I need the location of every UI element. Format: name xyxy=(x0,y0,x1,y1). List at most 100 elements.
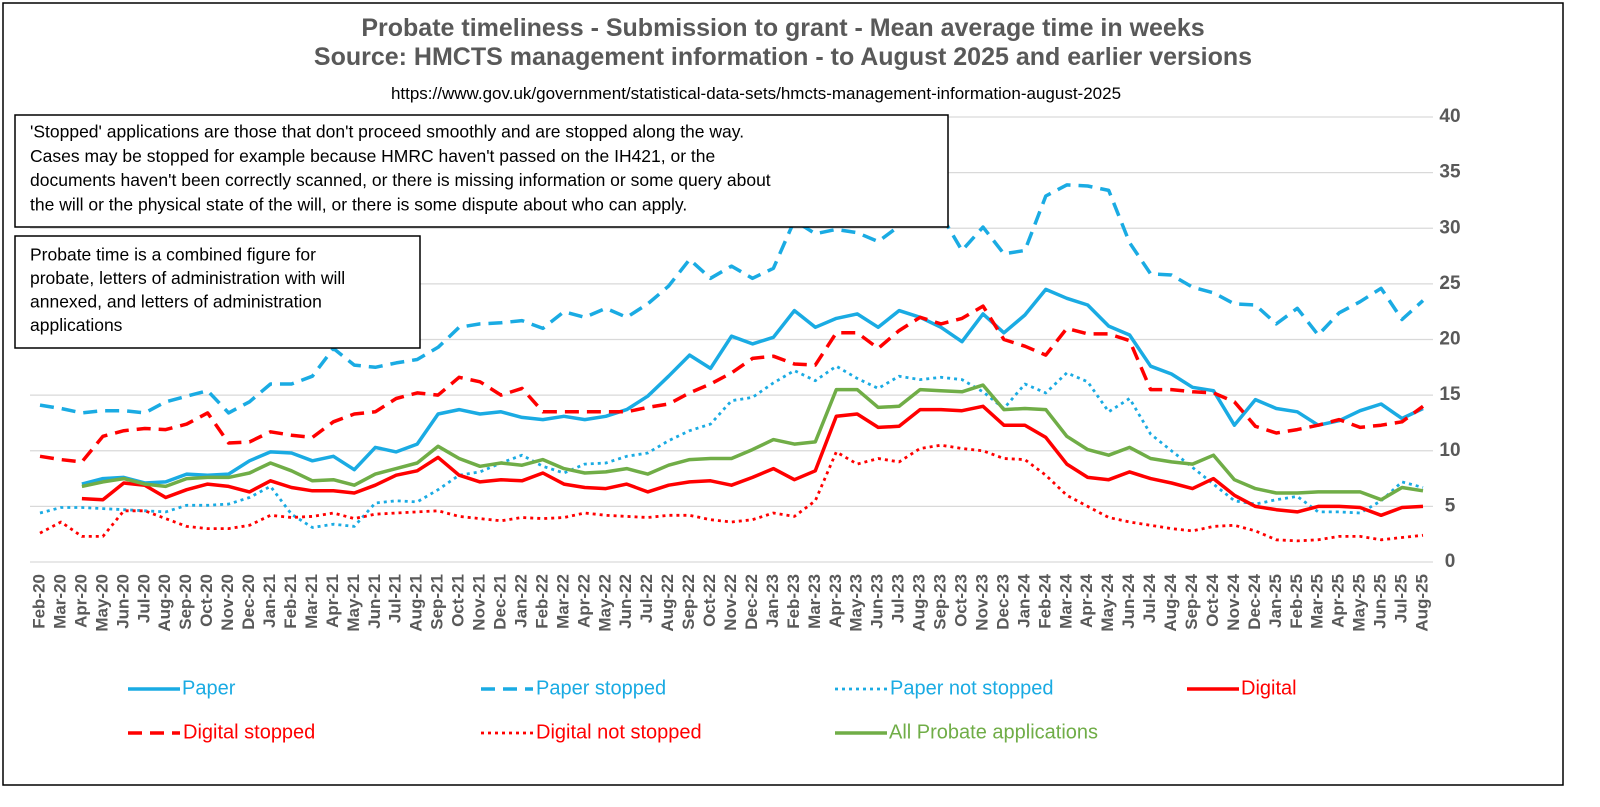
annotation-text: probate, letters of administration with … xyxy=(30,268,345,288)
x-tick-label: Jul-25 xyxy=(1392,574,1411,623)
annotation-box xyxy=(14,235,421,349)
y-tick-label: 0 xyxy=(1445,551,1456,572)
x-tick-label: May-24 xyxy=(1098,573,1117,631)
x-tick-label: Jun-21 xyxy=(365,574,384,629)
x-tick-label: Jul-23 xyxy=(889,574,908,623)
x-tick-label: Nov-24 xyxy=(1224,573,1243,630)
x-tick-label: Feb-24 xyxy=(1035,573,1054,628)
annotation-text: Cases may be stopped for example because… xyxy=(30,146,715,166)
y-tick-label: 10 xyxy=(1439,440,1460,461)
x-tick-label: Sep-22 xyxy=(679,574,698,630)
series-line xyxy=(81,404,1424,518)
x-tick-label: Sep-24 xyxy=(1182,573,1201,629)
x-tick-label: Feb-25 xyxy=(1287,574,1306,629)
x-tick-label: Aug-20 xyxy=(155,574,174,632)
y-tick-label: 15 xyxy=(1439,384,1461,405)
annotations: 'Stopped' applications are those that do… xyxy=(14,114,949,349)
y-tick-label: 25 xyxy=(1439,273,1461,294)
series-line xyxy=(81,383,1424,502)
x-tick-label: Apr-21 xyxy=(323,574,342,628)
x-tick-label: Apr-22 xyxy=(574,574,593,628)
x-tick-label: Feb-22 xyxy=(532,574,551,629)
series-line xyxy=(81,287,1424,486)
x-tick-label: Jan-25 xyxy=(1266,574,1285,628)
x-tick-label: May-23 xyxy=(847,574,866,632)
x-tick-label: Dec-24 xyxy=(1245,573,1264,629)
x-tick-label: Jan-21 xyxy=(260,574,279,628)
x-tick-label: Sep-21 xyxy=(428,574,447,630)
plot-lines xyxy=(39,183,1425,543)
x-tick-label: Sep-20 xyxy=(176,574,195,630)
x-tick-label: Nov-23 xyxy=(972,574,991,631)
legend: Paper Paper stopped Paper not stopped Digit… xyxy=(128,677,1297,743)
x-tick-label: Jul-24 xyxy=(1140,573,1159,623)
x-tick-label: Nov-21 xyxy=(470,574,489,631)
annotation-text: annexed, and letters of administration xyxy=(30,292,322,312)
annotation-text: applications xyxy=(30,315,123,335)
x-tick-label: Mar-22 xyxy=(553,574,572,629)
series-line xyxy=(39,304,1425,464)
chart-subtitle: Source: HMCTS management information - t… xyxy=(314,43,1252,71)
x-tick-label: Apr-24 xyxy=(1077,573,1096,627)
x-tick-label: Aug-25 xyxy=(1412,574,1431,632)
x-tick-label: Jan-23 xyxy=(763,574,782,628)
x-tick-label: Jun-23 xyxy=(868,574,887,629)
x-tick-label: Aug-23 xyxy=(910,574,929,632)
x-tick-label: Feb-20 xyxy=(29,574,48,629)
x-tick-label: Aug-22 xyxy=(658,574,677,632)
x-tick-label: Oct-23 xyxy=(951,574,970,627)
x-tick-label: Sep-23 xyxy=(931,574,950,630)
x-tick-label: Jan-24 xyxy=(1014,573,1033,627)
annotation-text: Probate time is a combined figure for xyxy=(30,245,316,265)
legend-label: Digital not stopped xyxy=(536,721,702,743)
x-tick-label: Nov-20 xyxy=(218,574,237,631)
x-tick-label: Jun-24 xyxy=(1119,573,1138,628)
x-tick-label: Jun-22 xyxy=(616,574,635,629)
x-tick-label: Aug-24 xyxy=(1161,573,1180,631)
x-tick-label: Apr-20 xyxy=(71,574,90,628)
legend-label: Digital stopped xyxy=(183,721,315,743)
x-tick-label: May-25 xyxy=(1350,574,1369,632)
x-tick-label: Dec-20 xyxy=(239,574,258,630)
x-tick-label: Mar-24 xyxy=(1056,573,1075,628)
legend-label: Paper not stopped xyxy=(890,677,1053,699)
y-tick-label: 40 xyxy=(1439,106,1460,127)
x-tick-label: Mar-20 xyxy=(50,574,69,629)
x-tick-label: Oct-22 xyxy=(700,574,719,627)
series-line xyxy=(39,183,1425,415)
y-tick-label: 30 xyxy=(1439,217,1460,238)
annotation-text: the will or the physical state of the wi… xyxy=(30,195,687,215)
legend-label: Digital xyxy=(1241,677,1297,699)
annotation-text: documents haven't been correctly scanned… xyxy=(30,170,771,190)
x-tick-label: Aug-21 xyxy=(407,574,426,632)
x-tick-label: Dec-23 xyxy=(993,574,1012,630)
x-tick-label: Oct-20 xyxy=(197,574,216,627)
x-tick-label: Dec-21 xyxy=(490,574,509,630)
source-url: https://www.gov.uk/government/statistica… xyxy=(391,84,1121,103)
x-tick-label: Jun-20 xyxy=(113,574,132,629)
x-tick-label: Apr-23 xyxy=(826,574,845,628)
x-tick-label: Jul-22 xyxy=(637,574,656,623)
annotation-text: 'Stopped' applications are those that do… xyxy=(30,122,744,142)
x-tick-label: Mar-23 xyxy=(805,574,824,629)
x-tick-label: Jul-20 xyxy=(134,574,153,623)
x-tick-label: Jun-25 xyxy=(1371,574,1390,629)
y-tick-label: 20 xyxy=(1439,329,1460,350)
x-tick-label: May-21 xyxy=(344,574,363,632)
y-tick-label: 5 xyxy=(1445,495,1456,516)
x-tick-label: Oct-21 xyxy=(449,574,468,627)
x-tick-label: Oct-24 xyxy=(1203,573,1222,626)
legend-label: Paper xyxy=(182,677,236,699)
chart-title: Probate timeliness - Submission to grant… xyxy=(361,14,1204,42)
x-tick-label: Mar-21 xyxy=(302,574,321,629)
x-tick-label: Jan-22 xyxy=(511,574,530,628)
legend-label: Paper stopped xyxy=(536,677,666,699)
x-tick-label: May-20 xyxy=(92,574,111,632)
annotation-box xyxy=(14,114,949,228)
x-tick-label: Dec-22 xyxy=(742,574,761,630)
legend-label: All Probate applications xyxy=(889,721,1098,743)
x-tick-label: Mar-25 xyxy=(1308,574,1327,629)
x-tick-label: Feb-21 xyxy=(281,574,300,629)
x-tick-label: May-22 xyxy=(595,574,614,632)
